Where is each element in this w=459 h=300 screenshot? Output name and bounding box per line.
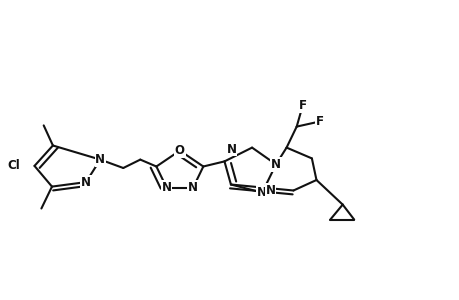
- Text: Cl: Cl: [7, 159, 20, 172]
- Text: N: N: [188, 181, 198, 194]
- Text: N: N: [161, 181, 171, 194]
- Text: N: N: [81, 176, 91, 189]
- Text: N: N: [226, 142, 236, 156]
- Text: F: F: [315, 115, 323, 128]
- Text: F: F: [298, 99, 306, 112]
- Text: N: N: [270, 158, 280, 171]
- Text: N: N: [257, 186, 267, 199]
- Text: N: N: [95, 153, 105, 166]
- Text: O: O: [174, 144, 185, 157]
- Text: N: N: [265, 184, 275, 197]
